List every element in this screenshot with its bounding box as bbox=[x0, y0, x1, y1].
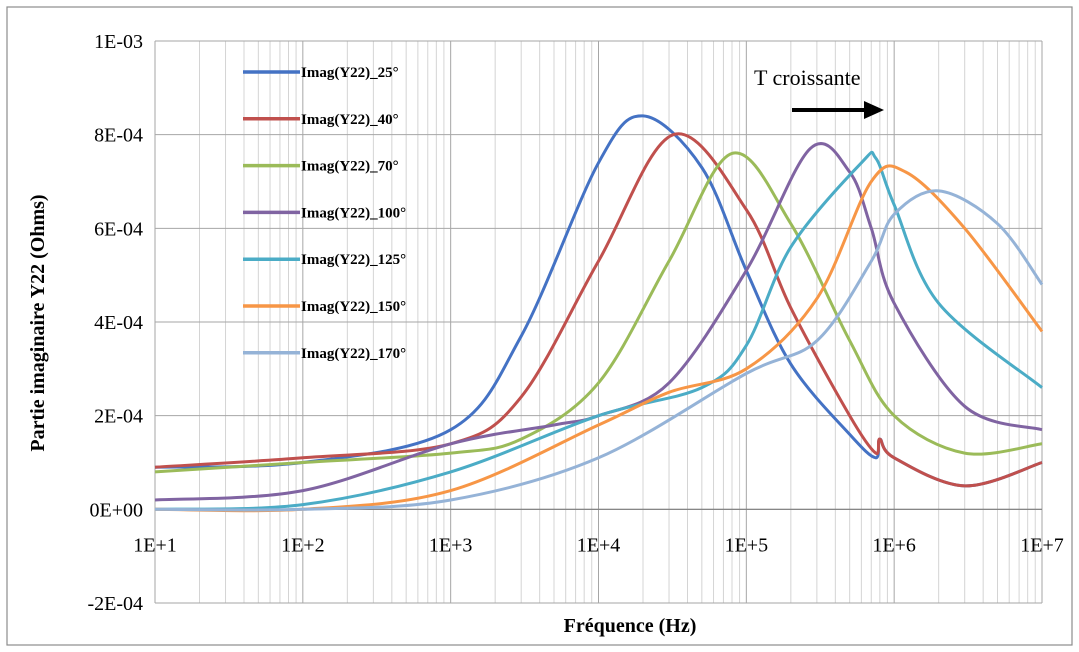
x-tick-label: 1E+1 bbox=[133, 534, 177, 556]
annotation-arrow-head bbox=[864, 101, 884, 119]
legend: Imag(Y22)_25° Imag(Y22)_40° Imag(Y22)_70° I… bbox=[243, 65, 406, 362]
legend-item: Imag(Y22)_25° bbox=[243, 65, 399, 81]
legend-item: Imag(Y22)_70° bbox=[243, 159, 399, 175]
y-tick-label: -2E-04 bbox=[87, 593, 143, 615]
y-axis-title: Partie imaginaire Y22 (Ohms) bbox=[27, 194, 49, 451]
legend-label: Imag(Y22)_70° bbox=[301, 159, 399, 175]
legend-item: Imag(Y22)_150° bbox=[243, 299, 406, 315]
legend-label: Imag(Y22)_40° bbox=[301, 112, 399, 128]
series-line-3 bbox=[154, 151, 1043, 474]
legend-label: Imag(Y22)_125° bbox=[301, 252, 406, 268]
y-tick-label: 6E-04 bbox=[94, 218, 143, 240]
y-tick-label: 4E-04 bbox=[94, 312, 143, 334]
series-line-4 bbox=[154, 142, 1043, 502]
x-tick-label: 1E+6 bbox=[872, 534, 916, 556]
series-line-6 bbox=[154, 164, 1044, 513]
legend-item: Imag(Y22)_125° bbox=[243, 252, 406, 268]
legend-label: Imag(Y22)_25° bbox=[301, 65, 399, 81]
annotation-text: T croissante bbox=[754, 65, 861, 90]
series-layer bbox=[154, 114, 1044, 513]
series-line-7 bbox=[154, 189, 1044, 512]
y-tick-label: 8E-04 bbox=[94, 125, 143, 147]
annotation: T croissante bbox=[754, 65, 884, 119]
legend-label: Imag(Y22)_170° bbox=[301, 346, 406, 362]
x-tick-label: 1E+3 bbox=[429, 534, 473, 556]
legend-label: Imag(Y22)_150° bbox=[301, 299, 406, 315]
legend-label: Imag(Y22)_100° bbox=[301, 205, 406, 221]
y-tick-label: 2E-04 bbox=[94, 406, 143, 428]
legend-item: Imag(Y22)_100° bbox=[243, 205, 406, 221]
x-tick-label: 1E+7 bbox=[1020, 534, 1064, 556]
ticks-layer: -2E-04 0E+00 2E-04 4E-04 6E-04 8E-04 1E-03 1E+1… bbox=[87, 31, 1063, 615]
y-tick-label: 1E-03 bbox=[94, 31, 143, 53]
x-axis-title: Fréquence (Hz) bbox=[564, 615, 697, 637]
x-tick-label: 1E+5 bbox=[725, 534, 769, 556]
x-tick-label: 1E+4 bbox=[577, 534, 621, 556]
y-tick-label: 0E+00 bbox=[90, 499, 144, 521]
x-tick-label: 1E+2 bbox=[281, 534, 325, 556]
legend-item: Imag(Y22)_170° bbox=[243, 346, 406, 362]
series-line-5 bbox=[154, 150, 1043, 511]
legend-item: Imag(Y22)_40° bbox=[243, 112, 399, 128]
